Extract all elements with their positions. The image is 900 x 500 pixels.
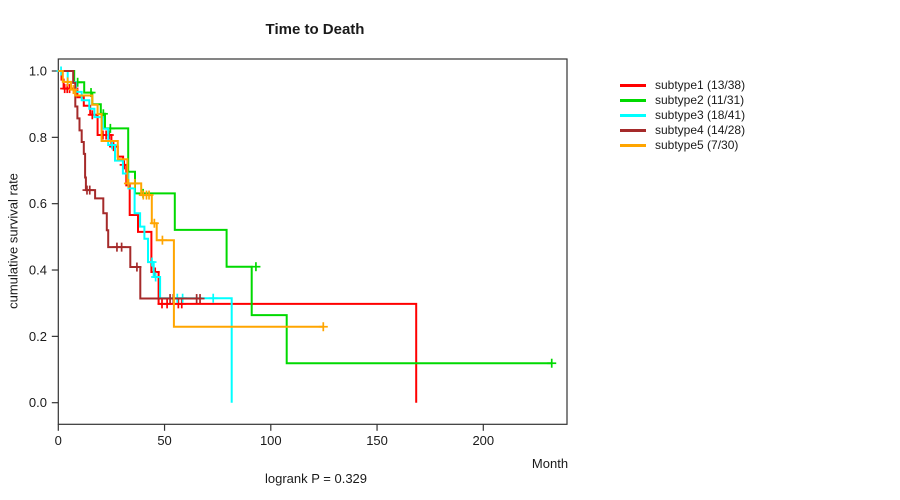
legend-entry-subtype3: subtype3 (18/41) [620, 108, 745, 123]
y-tick-label: 1.0 [29, 64, 47, 79]
y-tick-label: 0.6 [29, 196, 47, 211]
y-axis-label: cumulative survival rate [5, 173, 21, 309]
legend-entry-subtype4: subtype4 (14/28) [620, 123, 745, 138]
plot-box [57, 58, 568, 425]
x-tick-label: 100 [260, 433, 282, 448]
legend-swatch-subtype4 [620, 129, 646, 132]
legend-swatch-subtype1 [620, 84, 646, 87]
legend-swatch-subtype5 [620, 144, 646, 147]
legend: subtype1 (13/38) subtype2 (11/31) subtype3… [620, 78, 745, 153]
legend-label-subtype1: subtype1 (13/38) [655, 78, 746, 92]
y-tick-label: 0.4 [29, 263, 47, 278]
legend-swatch-subtype2 [620, 99, 646, 102]
y-tick-label: 0.2 [29, 329, 47, 344]
legend-entry-subtype1: subtype1 (13/38) [620, 78, 745, 93]
chart-title: Time to Death [265, 21, 365, 38]
x-axis-label: Month [531, 456, 569, 471]
censor-marks-subtype4 [82, 185, 205, 304]
curve-subtype4 [58, 70, 202, 300]
y-tick-label: 0.8 [29, 130, 47, 145]
legend-label-subtype2: subtype2 (11/31) [655, 93, 745, 107]
censor-marks-subtype5 [63, 77, 328, 332]
y-tick-label: 0.0 [29, 395, 47, 410]
legend-swatch-subtype3 [620, 114, 646, 117]
curve-subtype3 [58, 70, 233, 403]
x-tick-label: 150 [366, 433, 388, 448]
x-tick-label: 50 [157, 433, 171, 448]
legend-entry-subtype2: subtype2 (11/31) [620, 93, 745, 108]
curve-subtype1 [58, 70, 418, 403]
legend-entry-subtype5: subtype5 (7/30) [620, 138, 745, 153]
legend-label-subtype5: subtype5 (7/30) [655, 138, 739, 152]
curve-subtype2 [58, 70, 552, 365]
legend-label-subtype3: subtype3 (18/41) [655, 108, 746, 122]
x-tick-label: 0 [55, 433, 62, 448]
legend-label-subtype4: subtype4 (14/28) [655, 123, 746, 137]
censor-marks-subtype2 [73, 77, 557, 368]
x-tick-label: 200 [472, 433, 494, 448]
logrank-annotation: logrank P = 0.329 [264, 471, 368, 486]
